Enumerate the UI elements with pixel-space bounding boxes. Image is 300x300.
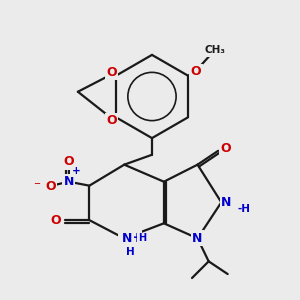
Text: N: N	[64, 175, 74, 188]
Text: O: O	[45, 180, 56, 193]
Text: N: N	[192, 232, 203, 245]
Text: ⁻: ⁻	[34, 180, 40, 193]
Text: O: O	[190, 65, 201, 78]
Text: H: H	[138, 233, 146, 243]
Text: -H: -H	[237, 204, 250, 214]
Text: H: H	[126, 247, 135, 257]
Text: CH₃: CH₃	[205, 45, 226, 55]
Text: NH: NH	[120, 232, 141, 245]
Text: +: +	[71, 166, 80, 176]
Text: N: N	[221, 196, 231, 209]
Text: O: O	[220, 142, 231, 155]
Text: N: N	[122, 232, 133, 245]
Text: O: O	[63, 155, 74, 168]
Text: O: O	[51, 214, 62, 226]
Text: O: O	[106, 114, 116, 128]
Text: O: O	[106, 66, 116, 79]
